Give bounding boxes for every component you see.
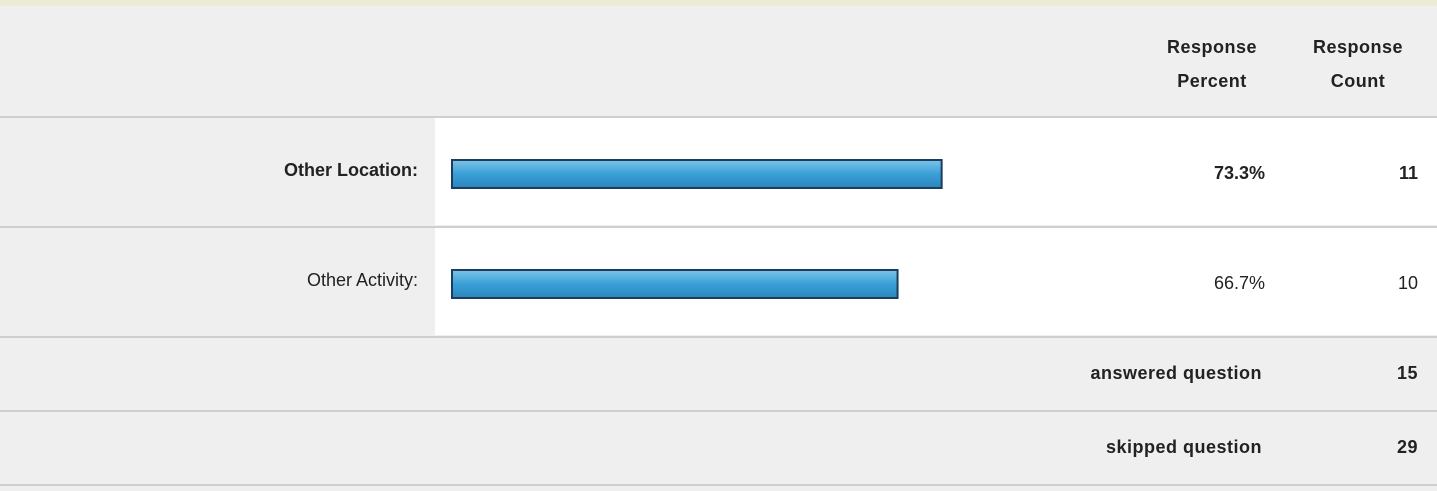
percent: 73.3%	[1214, 163, 1265, 183]
header-percent: Response Percent	[1167, 37, 1257, 91]
header-count-2: Count	[1331, 71, 1385, 91]
header-percent-1: Response	[1167, 37, 1257, 57]
header-count: Response Count	[1313, 37, 1403, 91]
summary-count: 29	[1397, 437, 1418, 457]
count: 10	[1398, 273, 1418, 293]
summary-count: 15	[1397, 363, 1418, 383]
summary-label: skipped question	[1106, 437, 1262, 457]
summary-label: answered question	[1090, 363, 1262, 383]
row-label: Other Location:	[284, 160, 418, 180]
bar	[451, 159, 943, 189]
row-label: Other Activity:	[307, 270, 418, 290]
header-percent-2: Percent	[1177, 71, 1247, 91]
count: 11	[1399, 163, 1418, 183]
percent: 66.7%	[1214, 273, 1265, 293]
header-count-1: Response	[1313, 37, 1403, 57]
top-strip	[0, 0, 1437, 6]
bar	[451, 269, 899, 299]
